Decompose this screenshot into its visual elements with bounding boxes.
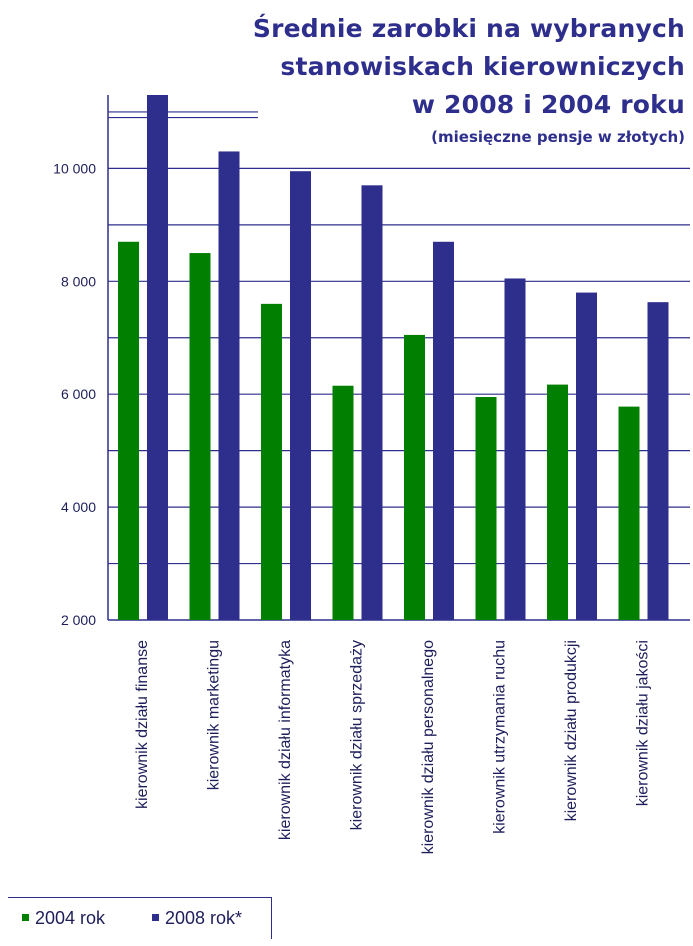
bar-2008	[218, 151, 240, 621]
legend-swatch-2008	[152, 913, 159, 921]
x-tick-label: kierownik działu produkcji	[563, 640, 580, 821]
title-line-1: Średnie zarobki na wybranych	[252, 14, 685, 43]
x-tick-label: kierownik marketingu	[206, 640, 223, 790]
bar-2004	[547, 384, 568, 620]
y-tick-label: 10 000	[53, 160, 96, 176]
legend-item-2004: 2004 rok	[22, 908, 105, 929]
bar-2004	[475, 397, 497, 620]
bar-2008	[147, 95, 168, 620]
bar-2004	[118, 241, 139, 620]
bar-2008	[290, 171, 311, 621]
x-tick-label: kierownik działu informatyka	[277, 640, 294, 840]
x-tick-label: kierownik działu jakości	[635, 640, 652, 806]
chart-title: Średnie zarobki na wybranych stanowiskac…	[253, 10, 685, 148]
x-tick-label: kierownik działu finanse	[134, 640, 151, 809]
y-tick-label: 4 000	[61, 499, 96, 515]
bar-2008	[647, 302, 669, 620]
chart-subtitle: (miesięczne pensje w złotych)	[431, 128, 685, 146]
title-line-2: stanowiskach kierowniczych	[280, 52, 685, 81]
legend-item-2008: 2008 rok*	[152, 908, 242, 929]
legend-label-2008: 2008 rok*	[165, 908, 243, 928]
y-tick-label: 2 000	[61, 612, 96, 628]
bar-2004	[332, 385, 354, 620]
bar-2008	[504, 278, 526, 620]
bar-2004	[189, 253, 211, 620]
bar-2004	[261, 303, 282, 620]
bar-2008	[433, 241, 454, 620]
bar-2004	[404, 334, 425, 620]
x-tick-label: kierownik utrzymania ruchu	[492, 640, 509, 834]
bar-2004	[618, 406, 640, 620]
y-tick-label: 6 000	[61, 386, 96, 402]
bar-2008	[361, 185, 383, 621]
legend-swatch-2004	[22, 913, 29, 921]
legend-label-2004: 2004 rok	[35, 908, 106, 928]
x-tick-label: kierownik działu sprzedaży	[349, 640, 366, 830]
legend: 2004 rok 2008 rok*	[8, 897, 272, 939]
bar-2008	[576, 292, 597, 620]
x-tick-label: kierownik działu personalnego	[420, 640, 437, 854]
title-line-3: w 2008 i 2004 roku	[411, 90, 685, 119]
y-tick-label: 8 000	[61, 273, 96, 289]
